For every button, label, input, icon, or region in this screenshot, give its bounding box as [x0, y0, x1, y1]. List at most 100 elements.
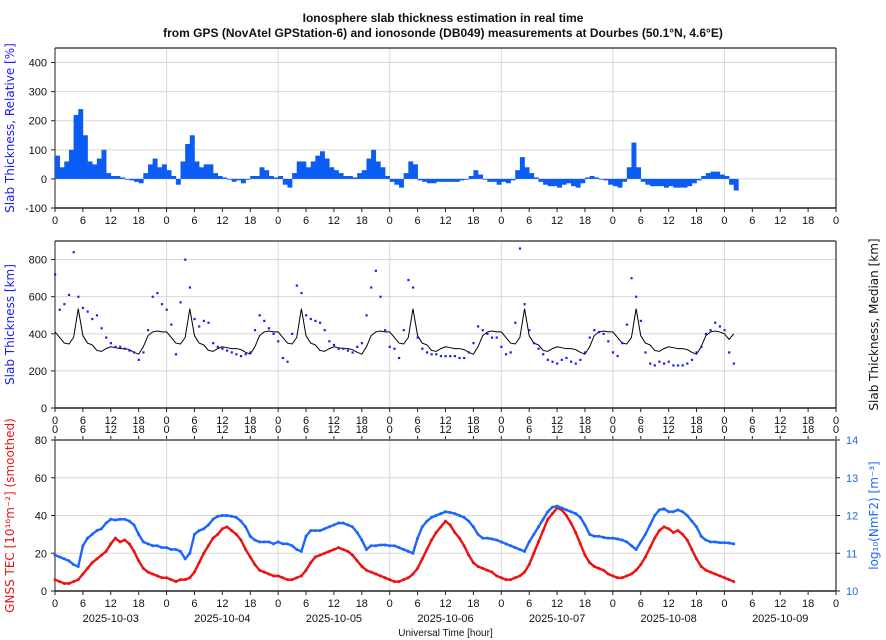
- tec-point: [653, 536, 657, 540]
- slab-point: [318, 321, 322, 324]
- relative-bar: [231, 178, 237, 182]
- nmf2-point: [109, 517, 113, 521]
- tec-point: [695, 557, 699, 561]
- tec-point: [137, 559, 141, 563]
- nmf2-point: [532, 532, 536, 536]
- relative-bar: [203, 164, 209, 179]
- x-tick-label: 0: [387, 415, 393, 427]
- relative-bar: [92, 164, 98, 179]
- slab-point: [300, 291, 303, 295]
- tec-point: [402, 578, 406, 582]
- x-tick-label: 12: [774, 598, 786, 610]
- x-tick-label: 18: [133, 424, 145, 436]
- nmf2-point: [448, 510, 452, 514]
- slab-point: [458, 356, 461, 360]
- nmf2-point: [676, 508, 680, 512]
- tec-point: [471, 561, 475, 565]
- x-tick-label: 18: [244, 424, 256, 436]
- relative-bar: [129, 178, 135, 181]
- nmf2-point: [648, 523, 652, 527]
- x-tick-label: 0: [610, 598, 616, 610]
- relative-bar: [375, 161, 381, 179]
- x-tick-label: 18: [802, 415, 814, 427]
- x-tick-label: 12: [216, 424, 228, 436]
- slab-point: [732, 362, 735, 365]
- x-axis-label: Universal Time [hour]: [398, 628, 493, 639]
- slab-point: [681, 364, 684, 367]
- tec-point: [444, 519, 447, 523]
- x-tick-label: 18: [802, 424, 814, 436]
- tec-point: [476, 564, 480, 568]
- slab-point: [467, 351, 470, 354]
- relative-bar: [529, 173, 535, 179]
- relative-bar: [268, 176, 274, 179]
- tec-point: [699, 564, 703, 568]
- x-tick-label: 12: [551, 598, 563, 610]
- date-label: 2025-10-05: [306, 613, 362, 625]
- relative-bar: [422, 178, 428, 182]
- relative-bar: [189, 135, 195, 179]
- tec-point: [76, 578, 80, 582]
- slab-point: [514, 321, 517, 324]
- slab-point: [188, 286, 192, 289]
- tec-point: [625, 574, 629, 578]
- slab-point: [588, 336, 591, 339]
- nmf2-point: [527, 540, 531, 544]
- slab-point: [453, 355, 456, 358]
- nmf2-point: [569, 510, 573, 514]
- x-tick-label: 12: [663, 598, 675, 610]
- relative-bar: [575, 178, 581, 188]
- nmf2-point: [541, 517, 545, 521]
- tec-point: [629, 572, 633, 576]
- nmf2-point: [420, 525, 424, 529]
- tec-point: [81, 572, 85, 576]
- relative-bar: [208, 164, 214, 179]
- nmf2-point: [239, 519, 243, 523]
- x-tick-label: 12: [216, 598, 228, 610]
- x-tick-label: 18: [133, 415, 145, 427]
- nmf2-point: [62, 557, 66, 561]
- relative-bar: [194, 161, 200, 179]
- nmf2-point: [318, 529, 322, 533]
- relative-bar: [96, 158, 102, 179]
- x-tick-label: 0: [164, 424, 170, 436]
- slab-point: [649, 362, 652, 365]
- nmf2-point: [332, 523, 336, 527]
- tec-point: [155, 574, 159, 578]
- slab-point: [253, 329, 257, 332]
- tec-point: [230, 529, 234, 533]
- nmf2-point: [295, 547, 299, 551]
- relative-bar: [161, 164, 167, 179]
- x-tick-label: 0: [498, 215, 504, 227]
- tec-point: [518, 574, 522, 578]
- relative-bar: [519, 157, 525, 179]
- relative-bar: [180, 161, 186, 179]
- relative-bar: [603, 178, 609, 181]
- slab-point: [630, 277, 633, 280]
- x-tick-label: 0: [52, 215, 58, 227]
- slab-point: [351, 351, 354, 354]
- x-tick-label: 6: [415, 415, 421, 427]
- relative-bar: [403, 173, 409, 179]
- nmf2-point: [457, 514, 461, 517]
- slab-point: [379, 295, 382, 298]
- slab-point: [356, 345, 359, 348]
- x-tick-label: 18: [467, 415, 479, 427]
- relative-bar: [496, 178, 502, 185]
- slab-point: [277, 340, 280, 343]
- tec-point: [569, 521, 573, 525]
- tec-point: [216, 532, 220, 536]
- relative-bar: [259, 167, 265, 179]
- relative-bar: [598, 178, 604, 180]
- slab-point: [686, 362, 689, 365]
- tec-point: [160, 576, 164, 580]
- nmf2-point: [513, 546, 517, 550]
- x-tick-label: 0: [833, 215, 839, 227]
- x-tick-label: 6: [526, 415, 532, 427]
- slab-point: [407, 278, 410, 282]
- slab-point: [472, 342, 475, 345]
- relative-bar: [417, 178, 423, 181]
- x-tick-label: 18: [690, 215, 702, 227]
- nmf2-point: [606, 536, 610, 540]
